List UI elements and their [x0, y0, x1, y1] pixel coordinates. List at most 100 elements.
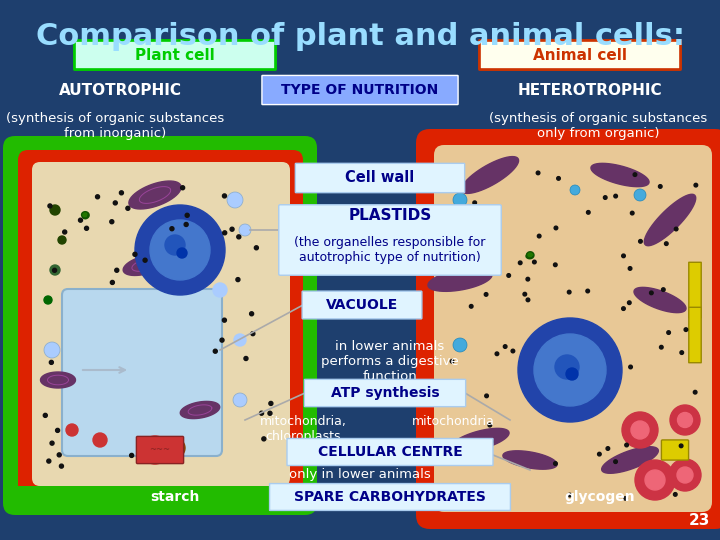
Polygon shape: [129, 181, 181, 209]
FancyBboxPatch shape: [62, 289, 222, 456]
Circle shape: [670, 405, 700, 435]
FancyBboxPatch shape: [32, 162, 290, 486]
Circle shape: [50, 441, 54, 445]
Circle shape: [96, 195, 99, 199]
Circle shape: [554, 462, 557, 465]
Circle shape: [177, 248, 187, 258]
Circle shape: [536, 171, 540, 175]
Circle shape: [669, 459, 701, 491]
FancyBboxPatch shape: [295, 163, 464, 193]
Circle shape: [114, 268, 119, 272]
FancyBboxPatch shape: [434, 145, 712, 512]
Circle shape: [631, 211, 634, 215]
Circle shape: [110, 280, 114, 285]
Circle shape: [660, 346, 663, 349]
Circle shape: [555, 355, 579, 379]
Circle shape: [43, 414, 48, 417]
Circle shape: [220, 338, 224, 342]
Circle shape: [485, 394, 488, 397]
Text: VACUOLE: VACUOLE: [326, 298, 398, 312]
Circle shape: [606, 447, 610, 450]
Text: (the organelles responsible for
autotrophic type of nutrition): (the organelles responsible for autotrop…: [294, 236, 486, 264]
Polygon shape: [602, 447, 658, 473]
FancyBboxPatch shape: [18, 150, 303, 500]
FancyBboxPatch shape: [79, 495, 101, 511]
Circle shape: [236, 278, 240, 281]
Circle shape: [477, 439, 480, 442]
Polygon shape: [40, 372, 76, 388]
Circle shape: [523, 292, 526, 296]
Circle shape: [93, 433, 107, 447]
Circle shape: [165, 235, 185, 255]
Circle shape: [659, 185, 662, 188]
Circle shape: [503, 345, 507, 348]
Circle shape: [639, 240, 642, 243]
Text: Animal cell: Animal cell: [533, 48, 627, 63]
Circle shape: [649, 291, 653, 295]
Circle shape: [63, 230, 67, 234]
Circle shape: [244, 356, 248, 361]
Circle shape: [126, 206, 130, 210]
Circle shape: [55, 428, 60, 433]
Text: PLASTIDS: PLASTIDS: [348, 207, 431, 222]
Text: mitochondria: mitochondria: [412, 415, 495, 428]
Text: ATP synthesis: ATP synthesis: [330, 386, 439, 400]
FancyBboxPatch shape: [136, 436, 184, 464]
Circle shape: [470, 459, 474, 463]
Circle shape: [537, 234, 541, 238]
FancyBboxPatch shape: [44, 495, 66, 511]
Circle shape: [184, 222, 188, 226]
Text: CELLULAR CENTRE: CELLULAR CENTRE: [318, 445, 462, 459]
Text: Cell wall: Cell wall: [346, 171, 415, 186]
FancyBboxPatch shape: [262, 76, 458, 105]
Text: HETEROTROPHIC: HETEROTROPHIC: [518, 83, 662, 98]
Circle shape: [680, 444, 683, 448]
FancyBboxPatch shape: [3, 136, 317, 515]
Circle shape: [534, 334, 606, 406]
Circle shape: [222, 231, 227, 235]
Circle shape: [469, 258, 473, 261]
Circle shape: [453, 193, 467, 207]
FancyBboxPatch shape: [279, 205, 501, 275]
Text: ~~~: ~~~: [150, 446, 171, 455]
Circle shape: [614, 194, 618, 198]
Circle shape: [53, 268, 57, 272]
Text: AUTOTROPHIC: AUTOTROPHIC: [58, 83, 181, 98]
Circle shape: [568, 493, 572, 497]
Circle shape: [84, 226, 89, 230]
Circle shape: [511, 349, 515, 353]
Text: Plant cell: Plant cell: [135, 48, 215, 63]
FancyBboxPatch shape: [269, 483, 510, 510]
Circle shape: [492, 216, 496, 220]
Circle shape: [566, 368, 578, 380]
Circle shape: [113, 201, 117, 205]
Circle shape: [453, 338, 467, 352]
Circle shape: [621, 254, 625, 258]
Circle shape: [678, 413, 693, 428]
Circle shape: [507, 274, 510, 277]
Text: (synthesis of organic substances
only from organic): (synthesis of organic substances only fr…: [489, 112, 707, 140]
Circle shape: [222, 194, 227, 198]
Circle shape: [150, 220, 210, 280]
Text: starch: starch: [150, 490, 199, 504]
Circle shape: [625, 443, 629, 447]
Circle shape: [222, 318, 226, 322]
Circle shape: [66, 424, 78, 436]
Circle shape: [469, 305, 473, 308]
Polygon shape: [644, 194, 696, 246]
Circle shape: [251, 332, 255, 336]
Circle shape: [495, 352, 499, 355]
Circle shape: [230, 227, 234, 231]
Polygon shape: [180, 401, 220, 418]
Text: (synthesis of organic substances
from inorganic): (synthesis of organic substances from in…: [6, 112, 224, 140]
Circle shape: [262, 437, 266, 441]
Circle shape: [634, 189, 646, 201]
Circle shape: [621, 307, 625, 310]
Text: SPARE CARBOHYDRATES: SPARE CARBOHYDRATES: [294, 490, 486, 504]
Circle shape: [269, 401, 273, 406]
Circle shape: [631, 421, 649, 439]
Polygon shape: [428, 269, 492, 292]
Circle shape: [450, 360, 454, 363]
Circle shape: [48, 204, 52, 208]
FancyBboxPatch shape: [662, 440, 688, 460]
